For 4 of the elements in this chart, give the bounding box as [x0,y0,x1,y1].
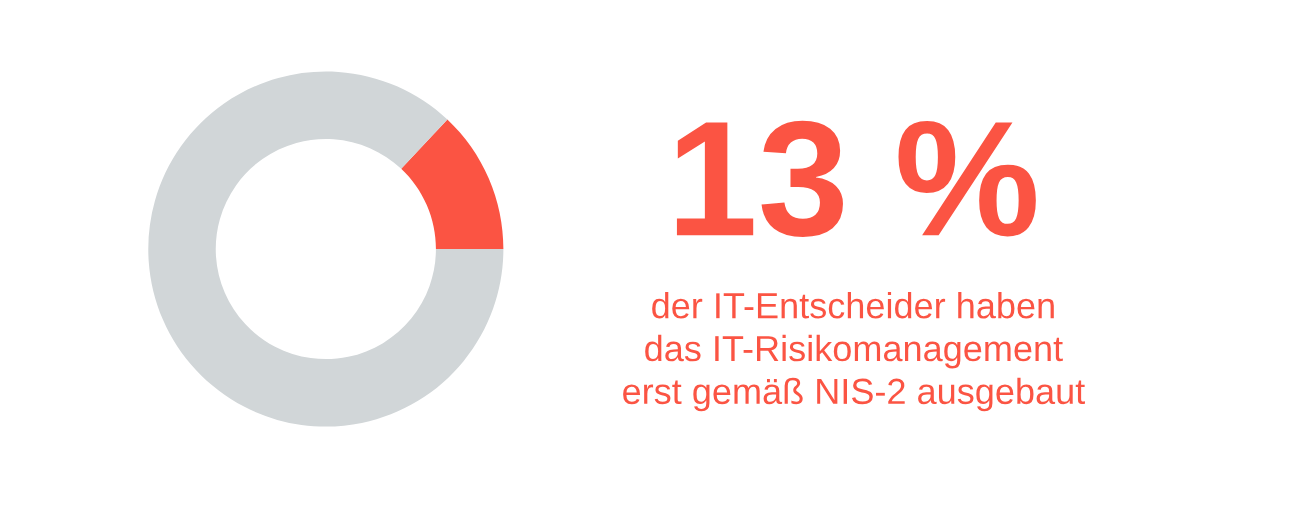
data-label: 13 % [676,120,1036,237]
donut-slice [401,119,504,250]
donut-slice [148,71,504,427]
text: der IT-Entscheider haben das IT-Risikomanagement erst gemäß NIS-2 ausgebaut [623,292,1085,412]
